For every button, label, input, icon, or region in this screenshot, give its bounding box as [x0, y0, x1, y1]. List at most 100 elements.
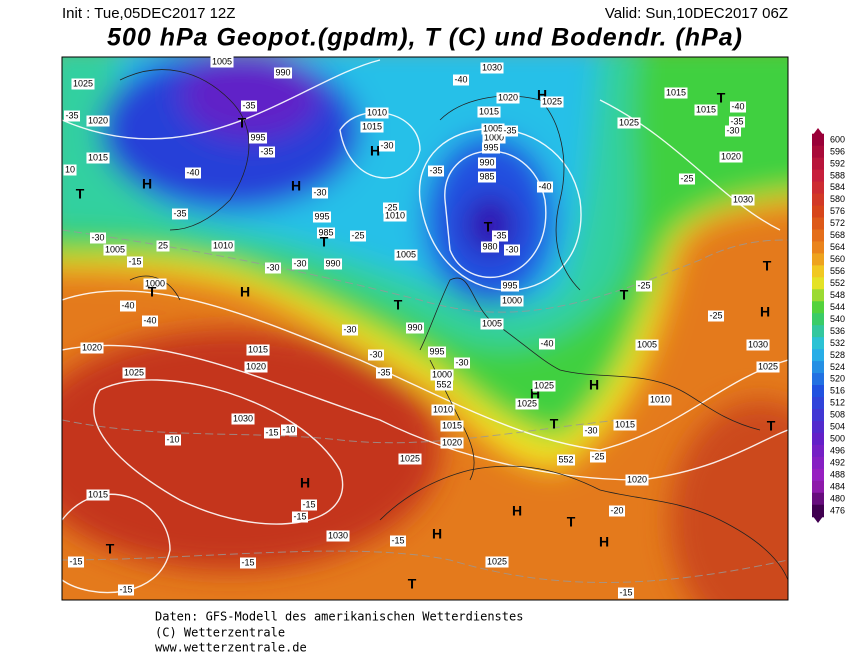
isobar-label: 1020	[442, 437, 462, 447]
label-background	[664, 87, 688, 99]
label-background	[246, 344, 270, 356]
colorbar-swatch	[812, 313, 824, 326]
colorbar-label: 512	[830, 398, 845, 408]
pressure-center-label: H	[760, 304, 770, 320]
label-background	[264, 262, 282, 274]
colorbar-end	[812, 515, 824, 523]
colorbar-swatch	[812, 420, 824, 434]
temperature-label: -25	[591, 451, 604, 461]
label-background	[164, 434, 182, 446]
pressure-center-label: T	[763, 258, 772, 274]
isobar-label: 995	[502, 280, 517, 290]
label-background	[273, 67, 293, 79]
isobar-label: 1005	[396, 249, 416, 259]
footer-line: Daten: GFS-Modell des amerikanischen Wet…	[155, 610, 523, 624]
colorbar-label: 508	[830, 410, 845, 420]
label-background	[86, 115, 110, 127]
colorbar-swatch	[812, 373, 824, 386]
map-title: 500 hPa Geopot.(gpdm), T (C) und Bodendr…	[107, 24, 743, 52]
colorbar-swatch	[812, 325, 824, 338]
isobar-label: 1020	[721, 151, 741, 161]
pressure-center-label: T	[106, 541, 115, 557]
temperature-label: -15	[293, 511, 306, 521]
label-background	[63, 110, 81, 122]
isobar-label: 995	[314, 211, 329, 221]
label-background	[80, 342, 104, 354]
temperature-label: -35	[65, 110, 78, 120]
isobar-label: 1025	[542, 96, 562, 106]
isobar-label: 985	[479, 171, 494, 181]
colorbar-swatch	[812, 349, 824, 362]
colorbar-swatch	[812, 408, 824, 422]
label-background	[367, 349, 385, 361]
colorbar-label: 544	[830, 302, 845, 312]
colorbar-label: 484	[830, 481, 845, 491]
colorbar-swatch	[812, 241, 824, 254]
temperature-label: -25	[680, 173, 693, 183]
isobar-label: 1015	[666, 87, 686, 97]
map-field	[62, 57, 788, 600]
pressure-center-label: H	[291, 178, 301, 194]
pressure-center-label: T	[394, 297, 403, 313]
temperature-label: -30	[369, 349, 382, 359]
temperature-label: -40	[454, 74, 467, 84]
label-background	[500, 295, 524, 307]
label-background	[556, 454, 576, 466]
label-background	[728, 116, 746, 128]
pressure-center-label: H	[512, 503, 522, 519]
label-background	[378, 140, 396, 152]
colorbar-swatch	[812, 145, 824, 159]
colorbar-swatch	[812, 492, 824, 506]
label-background	[538, 338, 556, 350]
colorbar-label: 516	[830, 386, 845, 396]
label-background	[103, 244, 127, 256]
label-background	[119, 300, 137, 312]
label-background	[648, 394, 672, 406]
label-background	[427, 165, 445, 177]
colorbar-swatch	[812, 480, 824, 494]
temperature-label: -35	[730, 116, 743, 126]
temperature-label: -15	[391, 535, 404, 545]
temperature-label: -30	[584, 425, 597, 435]
label-background	[389, 535, 407, 547]
label-background	[143, 278, 167, 290]
label-background	[349, 230, 367, 242]
pressure-center-label: T	[408, 576, 417, 592]
isobar-label: 1025	[517, 398, 537, 408]
label-background	[280, 424, 298, 436]
isobar-label: 1010	[433, 404, 453, 414]
label-background	[365, 107, 389, 119]
label-background	[482, 132, 506, 144]
label-background	[491, 230, 509, 242]
isobar-label: 1020	[88, 115, 108, 125]
colorbar-label: 480	[830, 493, 845, 503]
isobar-label: 552	[436, 379, 451, 389]
pressure-center-label: T	[767, 418, 776, 434]
label-background	[263, 427, 281, 439]
isobar-label: 1025	[534, 380, 554, 390]
colorbar-label: 492	[830, 458, 845, 468]
label-background	[501, 125, 519, 137]
isobar-label: 1025	[400, 453, 420, 463]
label-background	[210, 56, 234, 68]
label-background	[431, 404, 455, 416]
temperature-label: -30	[313, 187, 326, 197]
isobar-label: 552	[558, 454, 573, 464]
isobar-label: 1025	[487, 556, 507, 566]
temperature-label: -25	[384, 202, 397, 212]
colorbar-swatch	[812, 432, 824, 446]
label-background	[746, 339, 770, 351]
isobar-label: 1005	[637, 339, 657, 349]
label-background	[430, 369, 454, 381]
colorbar-swatch	[812, 253, 824, 266]
temperature-label: -15	[241, 557, 254, 567]
isobar-label: 995	[483, 142, 498, 152]
temperature-label: -30	[726, 125, 739, 135]
label-background	[405, 322, 425, 334]
isobar-label: 1010	[213, 240, 233, 250]
colorbar-label: 572	[830, 218, 845, 228]
pressure-center-label: T	[550, 416, 559, 432]
valid-time: Valid: Sun,10DEC2017 06Z	[605, 5, 788, 22]
colorbar-label: 596	[830, 146, 845, 156]
pressure-center-label: T	[484, 219, 493, 235]
